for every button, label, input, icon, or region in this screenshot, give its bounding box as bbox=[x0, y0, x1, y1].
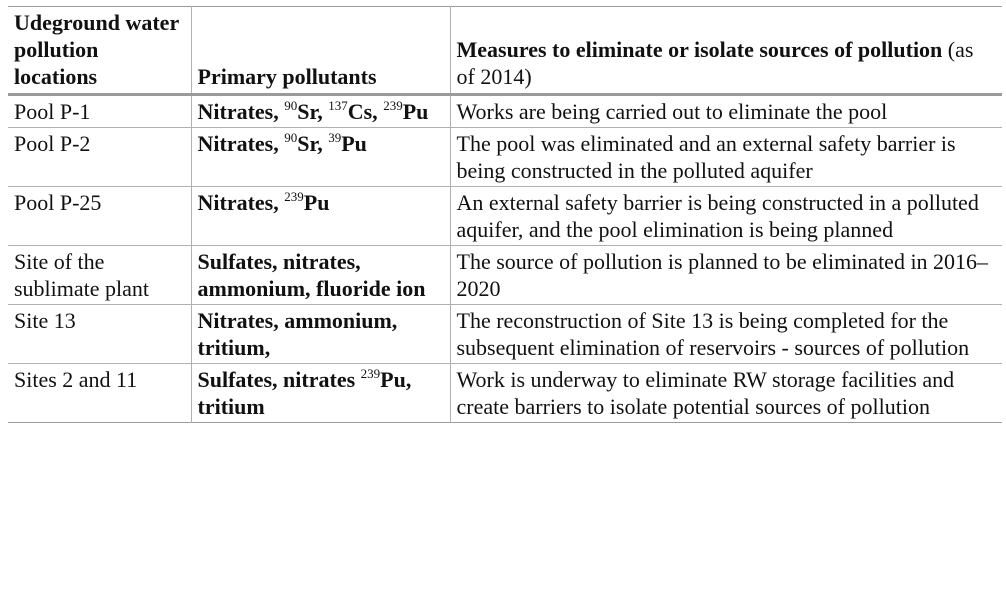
cell-location: Pool P-25 bbox=[14, 190, 102, 215]
isotope-mass-number: 90 bbox=[284, 98, 298, 113]
cell-measures: Works are being carried out to eliminate… bbox=[449, 94, 1002, 128]
pollutant-text: Pu, tritium bbox=[197, 367, 412, 419]
pollutant-text: Pu bbox=[341, 131, 367, 156]
isotope-mass-number: 39 bbox=[328, 130, 342, 145]
cell-measures: The source of pollution is planned to be… bbox=[449, 245, 1002, 305]
cell-pollutants: Nitrates, ammonium, tritium, bbox=[190, 304, 450, 364]
pollutant-text: Pu bbox=[303, 190, 330, 215]
pollutant-text: Nitrates, bbox=[197, 190, 285, 215]
table-row: Pool P-1 Nitrates, 90Sr, 137Cs, 239Pu Work… bbox=[8, 94, 1002, 128]
cell-location: Pool P-1 bbox=[14, 99, 91, 124]
pollution-table: Udeground water pollution locations Prim… bbox=[8, 6, 1002, 423]
header-measures-label: Measures to eliminate or isolate sources… bbox=[456, 37, 943, 62]
isotope-mass-number: 239 bbox=[383, 98, 403, 113]
cell-location: Site of the sublimate plant bbox=[14, 249, 150, 301]
isotope-mass-number: 239 bbox=[284, 189, 304, 204]
cell-measures: The reconstruction of Site 13 is being c… bbox=[449, 304, 1002, 364]
table-row: Site of the sublimate plant Sulfates, nit… bbox=[8, 245, 1002, 305]
cell-location: Sites 2 and 11 bbox=[14, 367, 138, 392]
cell-location: Pool P-2 bbox=[14, 131, 91, 156]
table-row: Sites 2 and 11 Sulfates, nitrates 239Pu, … bbox=[8, 363, 1002, 423]
header-locations: Udeground water pollution locations bbox=[14, 10, 179, 89]
table-header: Udeground water pollution locations Prim… bbox=[8, 6, 1002, 95]
cell-pollutants: Sulfates, nitrates, ammonium, fluoride i… bbox=[190, 245, 450, 305]
pollutant-text: Pu bbox=[402, 99, 429, 124]
table-row: Pool P-2 Nitrates, 90Sr, 39Pu The pool was… bbox=[8, 127, 1002, 187]
cell-pollutants: Nitrates, 90Sr, 137Cs, 239Pu bbox=[190, 94, 450, 128]
pollutant-text: Sr, bbox=[297, 99, 329, 124]
isotope-mass-number: 239 bbox=[360, 366, 381, 381]
pollutant-text: Nitrates, bbox=[197, 99, 285, 124]
isotope-mass-number: 137 bbox=[328, 98, 348, 113]
cell-measures: An external safety barrier is being cons… bbox=[449, 186, 1002, 246]
table-row: Pool P-25 Nitrates, 239Pu An external safe… bbox=[8, 186, 1002, 246]
pollutant-text: Nitrates, ammonium, tritium, bbox=[197, 308, 398, 360]
isotope-mass-number: 90 bbox=[284, 130, 298, 145]
cell-pollutants: Nitrates, 239Pu bbox=[190, 186, 450, 246]
header-row: Udeground water pollution locations Prim… bbox=[8, 6, 1002, 95]
header-measures: Measures to eliminate or isolate sources… bbox=[449, 6, 1002, 95]
pollutant-text: Sr, bbox=[297, 131, 329, 156]
cell-measures: The pool was eliminated and an external … bbox=[449, 127, 1002, 187]
cell-pollutants: Nitrates, 90Sr, 39Pu bbox=[190, 127, 450, 187]
cell-location: Site 13 bbox=[14, 308, 76, 333]
table-row: Site 13 Nitrates, ammonium, tritium, The r… bbox=[8, 304, 1002, 364]
table-body: Pool P-1 Nitrates, 90Sr, 137Cs, 239Pu Work… bbox=[8, 94, 1002, 423]
header-measures-note: (as of 2014) bbox=[456, 37, 974, 89]
pollutant-text: Sulfates, nitrates bbox=[197, 367, 361, 392]
cell-pollutants: Sulfates, nitrates 239Pu, tritium bbox=[190, 363, 450, 423]
cell-measures: Work is underway to eliminate RW storage… bbox=[449, 363, 1002, 423]
header-pollutants: Primary pollutants bbox=[190, 6, 450, 95]
pollutant-text: Cs, bbox=[347, 99, 384, 124]
pollutant-text: Sulfates, nitrates, ammonium, fluoride i… bbox=[197, 249, 426, 301]
pollutant-text: Nitrates, bbox=[197, 131, 285, 156]
